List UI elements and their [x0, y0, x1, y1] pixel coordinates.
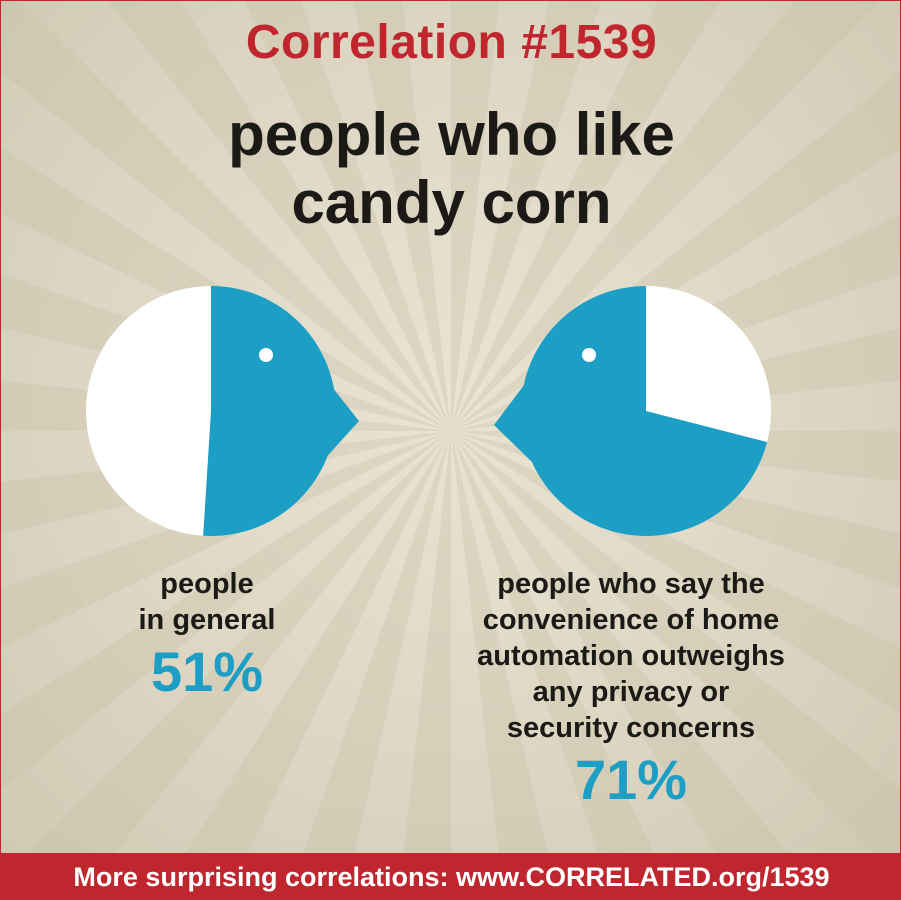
sunburst-ray — [243, 1, 451, 431]
caption-right-line-4: any privacy or — [532, 676, 730, 708]
subtitle-line-1: people who like — [228, 101, 675, 168]
pie-left-eye — [259, 348, 273, 362]
pie-right-eye — [582, 348, 596, 362]
sunburst-ray — [451, 1, 722, 431]
pie-right-filled-slice — [521, 286, 768, 537]
sunburst-ray — [451, 431, 677, 899]
subtitle: people who like candy corn — [1, 101, 900, 237]
caption-right-line-2: convenience of home — [482, 604, 780, 636]
pie-left — [86, 286, 359, 536]
subtitle-line-2: candy corn — [291, 169, 612, 236]
footer-banner: More surprising correlations: www.CORREL… — [1, 853, 900, 899]
sunburst-ray — [451, 1, 500, 431]
caption-right-line-3: automation outweighs — [477, 640, 785, 672]
pie-charts — [86, 286, 771, 537]
pie-right — [494, 286, 771, 537]
percent-right: 71% — [574, 748, 688, 811]
correlation-title: Correlation #1539 — [245, 16, 658, 69]
caption-left: people in general — [87, 566, 327, 638]
pie-left-filled-slice — [203, 286, 336, 536]
sunburst-ray — [352, 1, 451, 431]
caption-right-line-1: people who say the — [497, 568, 765, 600]
sunburst-ray — [1, 273, 451, 431]
caption-right-line-5: security concerns — [506, 712, 756, 744]
sunburst-ray — [451, 431, 558, 899]
pie-right-beak — [494, 373, 533, 463]
pie-left-beak — [321, 373, 359, 463]
caption-left-line-1: people — [160, 568, 254, 600]
caption-left-line-2: in general — [138, 604, 276, 636]
sunburst-ray — [1, 431, 451, 534]
sunburst-ray — [1, 1, 451, 431]
sunburst-ray — [1, 431, 451, 899]
caption-right: people who say the convenience of home a… — [431, 566, 831, 746]
sunburst-ray — [451, 431, 900, 880]
sunburst-ray — [398, 431, 451, 899]
sunburst-ray — [451, 1, 602, 431]
percent-left: 51% — [150, 640, 264, 703]
